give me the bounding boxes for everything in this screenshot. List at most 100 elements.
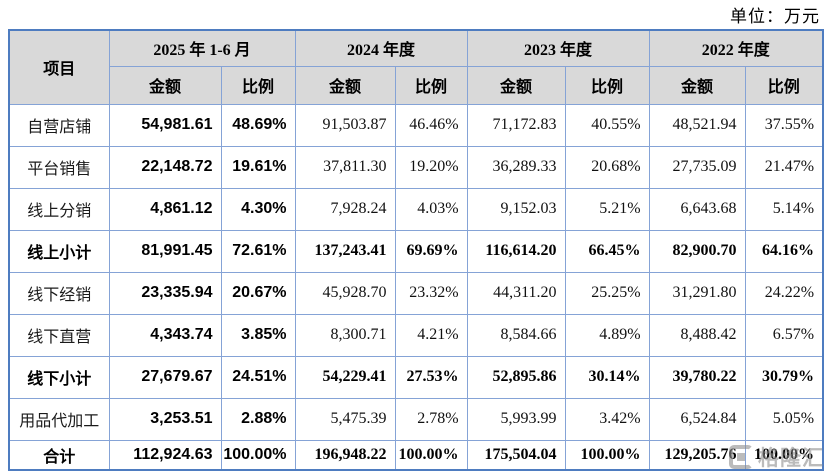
column-group-2022: 2022 年度 bbox=[648, 29, 824, 67]
row-label: 合计 bbox=[8, 439, 110, 471]
ratio-cell: 100.00% bbox=[220, 439, 296, 471]
row-label: 线上小计 bbox=[8, 229, 110, 273]
row-label: 自营店铺 bbox=[8, 103, 110, 147]
amount-cell: 48,521.94 bbox=[648, 103, 746, 147]
ratio-cell: 2.88% bbox=[220, 397, 296, 441]
ratio-cell: 25.25% bbox=[564, 271, 650, 315]
ratio-cell: 6.57% bbox=[744, 313, 824, 357]
amount-cell: 36,289.33 bbox=[466, 145, 566, 189]
ratio-cell: 72.61% bbox=[220, 229, 296, 273]
amount-cell: 54,229.41 bbox=[294, 355, 396, 399]
amount-cell: 175,504.04 bbox=[466, 439, 566, 471]
amount-cell: 22,148.72 bbox=[108, 145, 222, 189]
ratio-cell: 4.89% bbox=[564, 313, 650, 357]
ratio-cell: 46.46% bbox=[394, 103, 468, 147]
ratio-cell: 5.14% bbox=[744, 187, 824, 231]
ratio-cell: 20.68% bbox=[564, 145, 650, 189]
ratio-cell: 4.21% bbox=[394, 313, 468, 357]
ratio-cell: 5.21% bbox=[564, 187, 650, 231]
amount-cell: 27,735.09 bbox=[648, 145, 746, 189]
amount-cell: 81,991.45 bbox=[108, 229, 222, 273]
ratio-cell: 30.79% bbox=[744, 355, 824, 399]
table-row-online-subtotal: 线上小计 81,991.45 72.61% 137,243.41 69.69% … bbox=[8, 229, 824, 273]
amount-cell: 91,503.87 bbox=[294, 103, 396, 147]
ratio-cell: 64.16% bbox=[744, 229, 824, 273]
unit-label: 单位：万元 bbox=[730, 7, 820, 26]
amount-cell: 129,205.76 bbox=[648, 439, 746, 471]
column-header-ratio-2025: 比例 bbox=[220, 65, 296, 105]
table-row-offline-dealer: 线下经销 23,335.94 20.67% 45,928.70 23.32% 4… bbox=[8, 271, 824, 315]
amount-cell: 5,993.99 bbox=[466, 397, 566, 441]
amount-cell: 31,291.80 bbox=[648, 271, 746, 315]
amount-cell: 82,900.70 bbox=[648, 229, 746, 273]
amount-cell: 71,172.83 bbox=[466, 103, 566, 147]
amount-cell: 39,780.22 bbox=[648, 355, 746, 399]
ratio-cell: 48.69% bbox=[220, 103, 296, 147]
amount-cell: 6,643.68 bbox=[648, 187, 746, 231]
amount-cell: 8,300.71 bbox=[294, 313, 396, 357]
ratio-cell: 20.67% bbox=[220, 271, 296, 315]
amount-cell: 7,928.24 bbox=[294, 187, 396, 231]
column-group-2023: 2023 年度 bbox=[466, 29, 650, 67]
ratio-cell: 100.00% bbox=[744, 439, 824, 471]
amount-cell: 196,948.22 bbox=[294, 439, 396, 471]
ratio-cell: 3.85% bbox=[220, 313, 296, 357]
amount-cell: 37,811.30 bbox=[294, 145, 396, 189]
table-row-offline-direct: 线下直营 4,343.74 3.85% 8,300.71 4.21% 8,584… bbox=[8, 313, 824, 357]
row-label: 用品代加工 bbox=[8, 397, 110, 441]
ratio-cell: 5.05% bbox=[744, 397, 824, 441]
amount-cell: 23,335.94 bbox=[108, 271, 222, 315]
column-header-amount-2022: 金额 bbox=[648, 65, 746, 105]
table-row-offline-subtotal: 线下小计 27,679.67 24.51% 54,229.41 27.53% 5… bbox=[8, 355, 824, 399]
amount-cell: 8,584.66 bbox=[466, 313, 566, 357]
column-header-item: 项目 bbox=[8, 29, 110, 105]
ratio-cell: 100.00% bbox=[394, 439, 468, 471]
table-row-total: 合计 112,924.63 100.00% 196,948.22 100.00%… bbox=[8, 439, 824, 471]
row-label: 平台销售 bbox=[8, 145, 110, 189]
column-group-2025: 2025 年 1-6 月 bbox=[108, 29, 296, 67]
ratio-cell: 24.22% bbox=[744, 271, 824, 315]
amount-cell: 9,152.03 bbox=[466, 187, 566, 231]
row-label: 线下小计 bbox=[8, 355, 110, 399]
ratio-cell: 40.55% bbox=[564, 103, 650, 147]
amount-cell: 45,928.70 bbox=[294, 271, 396, 315]
amount-cell: 54,981.61 bbox=[108, 103, 222, 147]
amount-cell: 3,253.51 bbox=[108, 397, 222, 441]
amount-cell: 116,614.20 bbox=[466, 229, 566, 273]
column-header-amount-2025: 金额 bbox=[108, 65, 222, 105]
row-label: 线下经销 bbox=[8, 271, 110, 315]
ratio-cell: 66.45% bbox=[564, 229, 650, 273]
amount-cell: 112,924.63 bbox=[108, 439, 222, 471]
amount-cell: 27,679.67 bbox=[108, 355, 222, 399]
ratio-cell: 21.47% bbox=[744, 145, 824, 189]
amount-cell: 8,488.42 bbox=[648, 313, 746, 357]
column-header-amount-2024: 金额 bbox=[294, 65, 396, 105]
ratio-cell: 4.03% bbox=[394, 187, 468, 231]
table-row-supplies-oem: 用品代加工 3,253.51 2.88% 5,475.39 2.78% 5,99… bbox=[8, 397, 824, 441]
amount-cell: 6,524.84 bbox=[648, 397, 746, 441]
amount-cell: 5,475.39 bbox=[294, 397, 396, 441]
table-row-online-distribution: 线上分销 4,861.12 4.30% 7,928.24 4.03% 9,152… bbox=[8, 187, 824, 231]
ratio-cell: 30.14% bbox=[564, 355, 650, 399]
column-header-amount-2023: 金额 bbox=[466, 65, 566, 105]
ratio-cell: 19.61% bbox=[220, 145, 296, 189]
row-label: 线上分销 bbox=[8, 187, 110, 231]
column-group-2024: 2024 年度 bbox=[294, 29, 468, 67]
amount-cell: 137,243.41 bbox=[294, 229, 396, 273]
ratio-cell: 69.69% bbox=[394, 229, 468, 273]
ratio-cell: 19.20% bbox=[394, 145, 468, 189]
ratio-cell: 37.55% bbox=[744, 103, 824, 147]
ratio-cell: 24.51% bbox=[220, 355, 296, 399]
column-header-ratio-2023: 比例 bbox=[564, 65, 650, 105]
amount-cell: 44,311.20 bbox=[466, 271, 566, 315]
ratio-cell: 23.32% bbox=[394, 271, 468, 315]
table-row-self-operated-stores: 自营店铺 54,981.61 48.69% 91,503.87 46.46% 7… bbox=[8, 103, 824, 147]
column-header-ratio-2024: 比例 bbox=[394, 65, 468, 105]
amount-cell: 4,343.74 bbox=[108, 313, 222, 357]
row-label: 线下直营 bbox=[8, 313, 110, 357]
amount-cell: 52,895.86 bbox=[466, 355, 566, 399]
ratio-cell: 2.78% bbox=[394, 397, 468, 441]
ratio-cell: 100.00% bbox=[564, 439, 650, 471]
table-row-platform-sales: 平台销售 22,148.72 19.61% 37,811.30 19.20% 3… bbox=[8, 145, 824, 189]
